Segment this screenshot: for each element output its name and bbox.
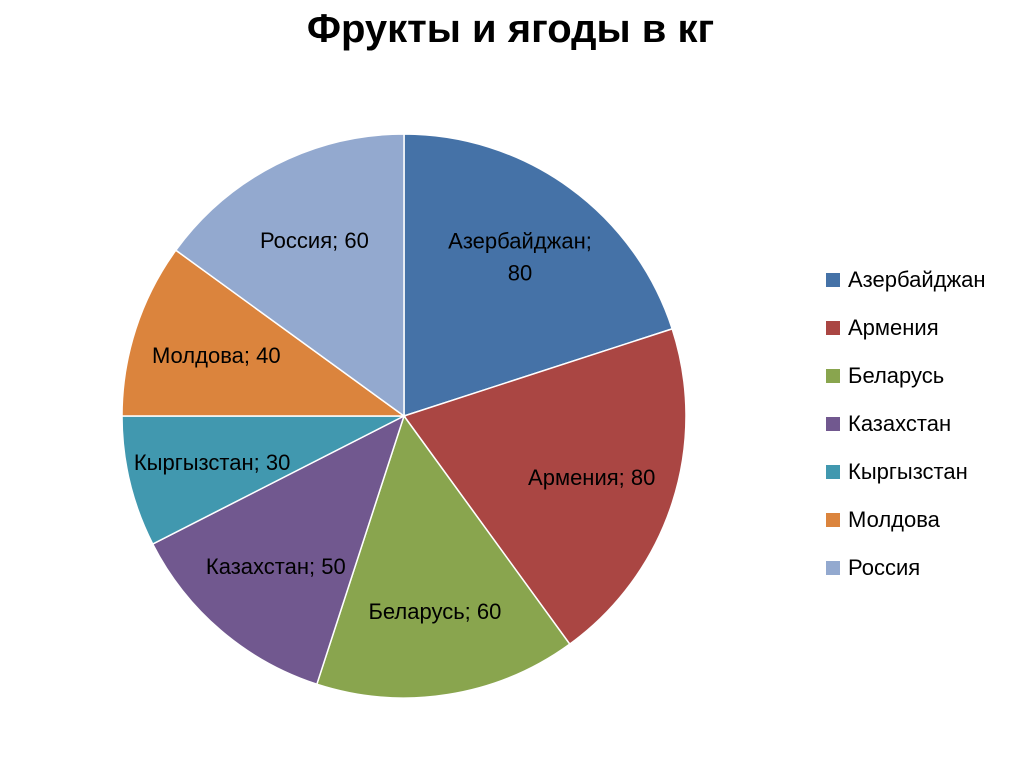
data-label-армения: Армения; 80 <box>528 465 655 490</box>
legend-label: Молдова <box>848 507 940 532</box>
pie-slice-казахстан <box>151 414 406 686</box>
legend-item-молдова: Молдова <box>826 496 986 544</box>
pie-slice-кыргызстан <box>121 415 405 546</box>
data-label-line: 80 <box>508 260 532 285</box>
legend-swatch <box>826 273 840 287</box>
legend-item-россия: Россия <box>826 544 986 592</box>
data-label-line: Беларусь; 60 <box>368 599 501 624</box>
legend-label: Казахстан <box>848 411 952 436</box>
chart-legend: Азербайджан Армения Беларусь Казахстан Кыргы… <box>826 256 986 592</box>
data-label-азербайджан: Азербайджан; 80 <box>448 228 592 285</box>
data-label-line: Россия; 60 <box>260 228 369 253</box>
legend-item-азербайджан: Азербайджан <box>826 256 986 304</box>
legend-swatch <box>826 417 840 431</box>
legend-swatch <box>826 513 840 527</box>
data-label-россия: Россия; 60 <box>260 228 369 253</box>
legend-swatch <box>826 561 840 575</box>
data-label-line: Азербайджан; <box>448 228 592 253</box>
legend-label: Кыргызстан <box>848 459 968 484</box>
pie-slice-россия <box>174 133 405 418</box>
legend-item-кыргызстан: Кыргызстан <box>826 448 986 496</box>
pie-slice-беларусь <box>315 414 571 699</box>
legend-item-казахстан: Казахстан <box>826 400 986 448</box>
data-label-казахстан: Казахстан; 50 <box>206 554 346 579</box>
legend-label: Азербайджан <box>848 267 986 292</box>
data-label-line: Кыргызстан; 30 <box>134 450 290 475</box>
legend-item-армения: Армения <box>826 304 986 352</box>
data-label-кыргызстан: Кыргызстан; 30 <box>134 450 290 475</box>
legend-label: Россия <box>848 555 921 580</box>
legend-label: Беларусь <box>848 363 945 388</box>
chart-title: Фрукты и ягоды в кг <box>306 7 715 51</box>
pie-slice-молдова <box>121 249 407 417</box>
legend-swatch <box>826 465 840 479</box>
legend-item-беларусь: Беларусь <box>826 352 986 400</box>
pie-slice-армения <box>402 327 687 646</box>
legend-swatch <box>826 321 840 335</box>
data-label-молдова: Молдова; 40 <box>152 343 281 368</box>
pie-slice-азербайджан <box>403 133 674 418</box>
data-label-line: Казахстан; 50 <box>206 554 346 579</box>
data-label-беларусь: Беларусь; 60 <box>368 599 501 624</box>
data-label-line: Молдова; 40 <box>152 343 281 368</box>
pie-data-labels: Азербайджан; 80 Армения; 80 Беларусь; 60 Каз… <box>134 228 655 624</box>
legend-label: Армения <box>848 315 939 340</box>
pie-slices <box>121 133 687 699</box>
legend-swatch <box>826 369 840 383</box>
data-label-line: Армения; 80 <box>528 465 655 490</box>
